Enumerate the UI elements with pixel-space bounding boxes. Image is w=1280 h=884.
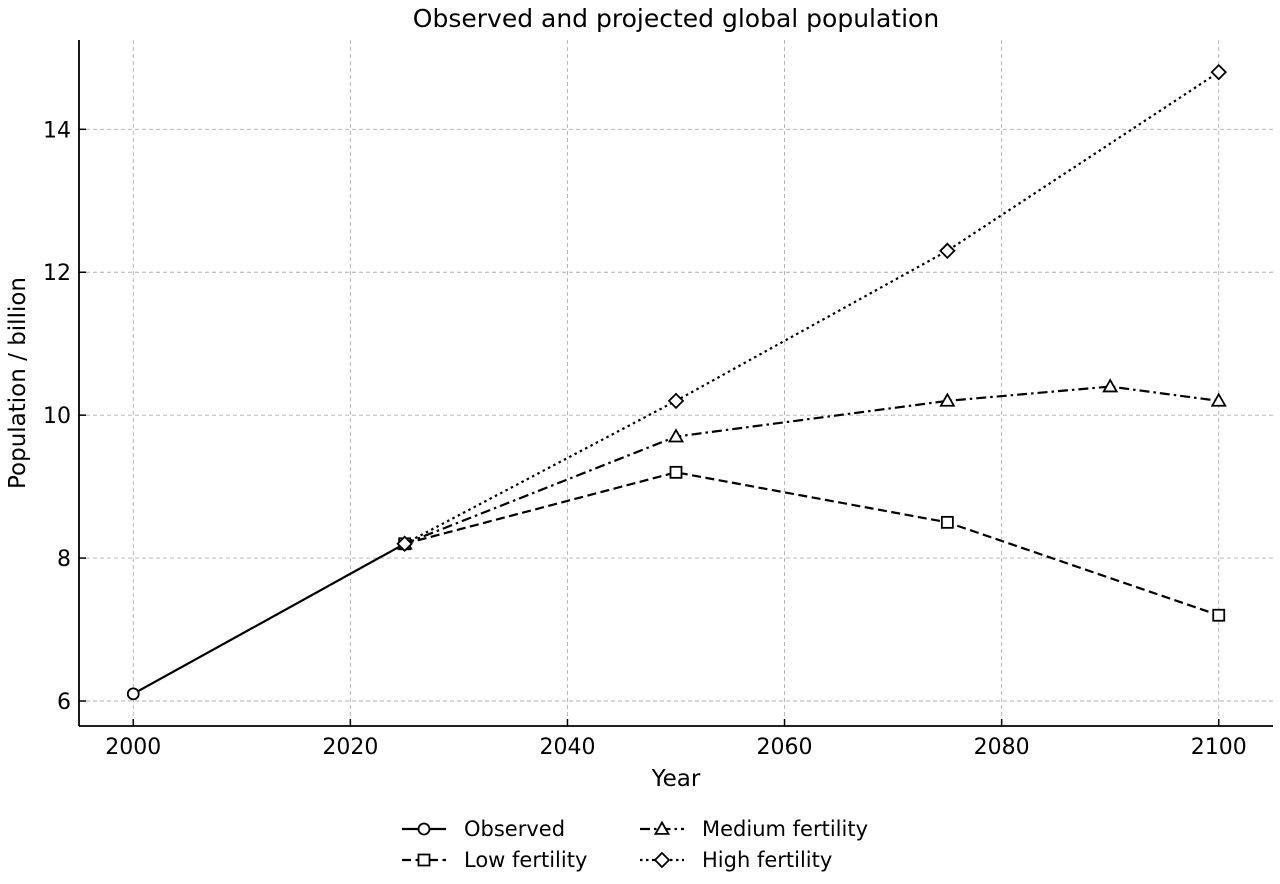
legend-entry: High fertility	[640, 848, 832, 872]
y-tick-label: 10	[43, 404, 71, 429]
y-tick-label: 14	[43, 118, 71, 143]
x-tick-label: 2000	[105, 735, 161, 760]
data-point	[667, 428, 685, 443]
legend-marker	[653, 820, 671, 835]
x-axis-label: Year	[651, 766, 701, 792]
tick-labels: 2000 2020 2040 2060 2080 2100 6 8 10 12 14	[43, 118, 1247, 760]
x-tick-label: 2040	[539, 735, 595, 760]
y-tick-label: 8	[57, 547, 71, 572]
legend-entry: Medium fertility	[640, 817, 868, 841]
series-line	[404, 471, 1220, 617]
chart-title: Observed and projected global population	[413, 4, 939, 33]
series-observed	[126, 537, 412, 701]
data-point	[1210, 63, 1228, 81]
y-axis-label: Population / billion	[5, 277, 31, 489]
legend-label: Medium fertility	[702, 817, 868, 841]
legend-entry: Low fertility	[402, 848, 587, 872]
data-point	[669, 465, 683, 479]
legend-marker	[653, 851, 671, 869]
data-point	[939, 392, 956, 407]
data-point	[667, 392, 685, 410]
data-point	[1212, 608, 1226, 622]
data-point	[939, 242, 956, 260]
series-low-fertility	[398, 465, 1226, 622]
data-point	[1102, 378, 1119, 393]
legend: Observed Low fertility Medium fertility Hig…	[402, 817, 868, 872]
grid	[79, 40, 1273, 726]
series-high-fertility	[396, 63, 1228, 553]
legend-marker	[417, 853, 431, 867]
series-line	[404, 385, 1219, 545]
series-line	[404, 71, 1220, 545]
series-group	[126, 63, 1228, 701]
series-line	[132, 542, 406, 695]
legend-label: High fertility	[702, 848, 832, 872]
x-tick-label: 2020	[322, 735, 378, 760]
data-point	[396, 535, 413, 553]
y-tick-label: 6	[57, 690, 71, 715]
y-tick-label: 12	[43, 261, 71, 286]
x-tick-label: 2100	[1191, 735, 1247, 760]
data-point	[1210, 392, 1227, 407]
x-tick-label: 2060	[757, 735, 813, 760]
legend-label: Low fertility	[464, 848, 587, 872]
axes	[78, 40, 1273, 727]
data-point	[126, 687, 140, 701]
data-point	[940, 515, 954, 529]
series-medium-fertility	[396, 378, 1227, 550]
legend-marker	[417, 822, 431, 836]
legend-label: Observed	[464, 817, 565, 841]
x-tick-label: 2080	[974, 735, 1030, 760]
legend-entry: Observed	[402, 817, 565, 841]
